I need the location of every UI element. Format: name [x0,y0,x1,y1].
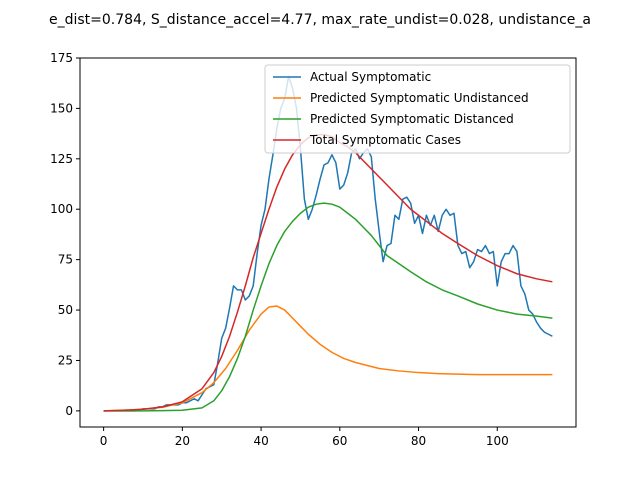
y-tick-label: 75 [58,253,73,267]
chart-title: e_dist=0.784, S_distance_accel=4.77, max… [49,12,591,28]
x-axis: 0 20 40 60 80 100 [100,427,509,448]
x-tick-label: 40 [253,434,268,448]
x-tick-label: 80 [411,434,426,448]
y-tick-label: 25 [58,353,73,367]
y-tick-label: 100 [50,202,73,216]
y-tick-label: 175 [50,51,73,65]
x-tick-label: 60 [332,434,347,448]
legend-label-0: Actual Symptomatic [310,70,431,84]
legend-label-1: Predicted Symptomatic Undistanced [310,91,529,105]
series-line-2 [103,202,553,412]
y-tick-label: 50 [58,303,73,317]
legend-label-3: Total Symptomatic Cases [309,133,461,147]
series-line-3 [103,133,553,412]
plot-frame [79,57,577,428]
series-layer [103,75,553,412]
legend: Actual Symptomatic Predicted Symptomatic … [264,64,571,154]
x-tick-label: 100 [486,434,509,448]
y-tick-label: 150 [50,101,73,115]
y-tick-label: 125 [50,152,73,166]
legend-label-2: Predicted Symptomatic Distanced [310,112,514,126]
legend-box [264,64,571,154]
series-line-0 [103,75,553,412]
y-axis: 0 25 50 75 100 125 150 175 [50,51,80,418]
x-tick-label: 0 [100,434,108,448]
y-tick-label: 0 [65,404,73,418]
series-line-1 [103,305,553,412]
x-tick-label: 20 [175,434,190,448]
